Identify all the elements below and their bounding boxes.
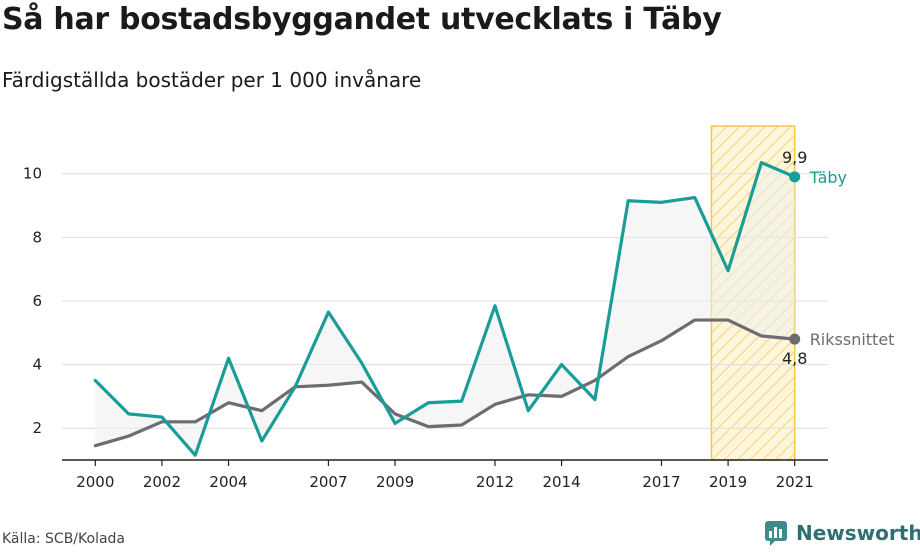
x-tick-label: 2004 bbox=[209, 473, 247, 491]
end-value-label-taby: 9,9 bbox=[782, 148, 807, 167]
x-tick-label: 2012 bbox=[476, 473, 514, 491]
x-tick-label: 2019 bbox=[709, 473, 747, 491]
y-tick-label: 6 bbox=[32, 292, 42, 310]
x-tick-label: 2014 bbox=[542, 473, 580, 491]
x-tick-label: 2000 bbox=[76, 473, 114, 491]
x-tick-label: 2021 bbox=[776, 473, 814, 491]
y-tick-label: 8 bbox=[32, 228, 42, 246]
brand-logo: Newsworthy bbox=[764, 520, 920, 546]
y-tick-label: 10 bbox=[23, 165, 42, 183]
newsworthy-logo-icon bbox=[765, 521, 787, 546]
source-note: Källa: SCB/Kolada bbox=[2, 531, 126, 547]
brand-name: Newsworthy bbox=[796, 521, 920, 545]
line-chart: 2 4 6 8 10 2000 2002 2004 2007 2009 2012 2014 2017 2… bbox=[23, 125, 895, 491]
x-tick-label: 2002 bbox=[143, 473, 181, 491]
series-label-taby: Täby bbox=[809, 168, 847, 187]
y-tick-label: 2 bbox=[32, 419, 42, 437]
x-tick-label: 2007 bbox=[309, 473, 347, 491]
chart-subtitle: Färdigställda bostäder per 1 000 invånar… bbox=[2, 68, 422, 92]
end-value-label-rikssnittet: 4,8 bbox=[782, 349, 807, 368]
series-line-taby bbox=[93, 160, 797, 457]
end-point-rikssnittet bbox=[789, 333, 801, 345]
x-tick-label: 2009 bbox=[376, 473, 414, 491]
end-point-taby bbox=[789, 171, 801, 183]
chart-title: Så har bostadsbyggandet utvecklats i Täb… bbox=[2, 2, 722, 37]
area-between-series bbox=[95, 162, 795, 456]
y-tick-label: 4 bbox=[32, 356, 42, 374]
series-label-rikssnittet: Rikssnittet bbox=[810, 330, 895, 349]
series-line-rikssnittet bbox=[93, 318, 797, 448]
x-tick-label: 2017 bbox=[642, 473, 680, 491]
